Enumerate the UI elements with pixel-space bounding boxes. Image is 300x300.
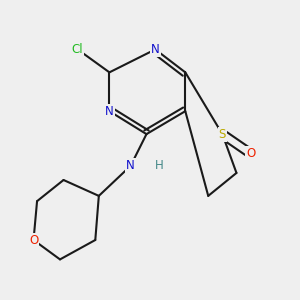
Text: N: N (126, 159, 135, 172)
Text: O: O (29, 233, 38, 247)
Text: O: O (246, 147, 255, 160)
Text: H: H (154, 159, 163, 172)
Text: Cl: Cl (72, 43, 83, 56)
Text: N: N (151, 43, 160, 56)
Text: S: S (219, 128, 226, 141)
Text: N: N (105, 105, 114, 118)
